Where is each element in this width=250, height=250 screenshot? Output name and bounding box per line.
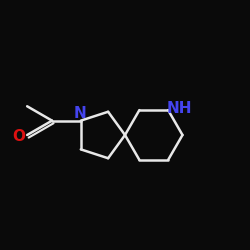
Text: NH: NH <box>166 101 192 116</box>
Text: N: N <box>73 106 86 121</box>
Text: O: O <box>12 129 25 144</box>
